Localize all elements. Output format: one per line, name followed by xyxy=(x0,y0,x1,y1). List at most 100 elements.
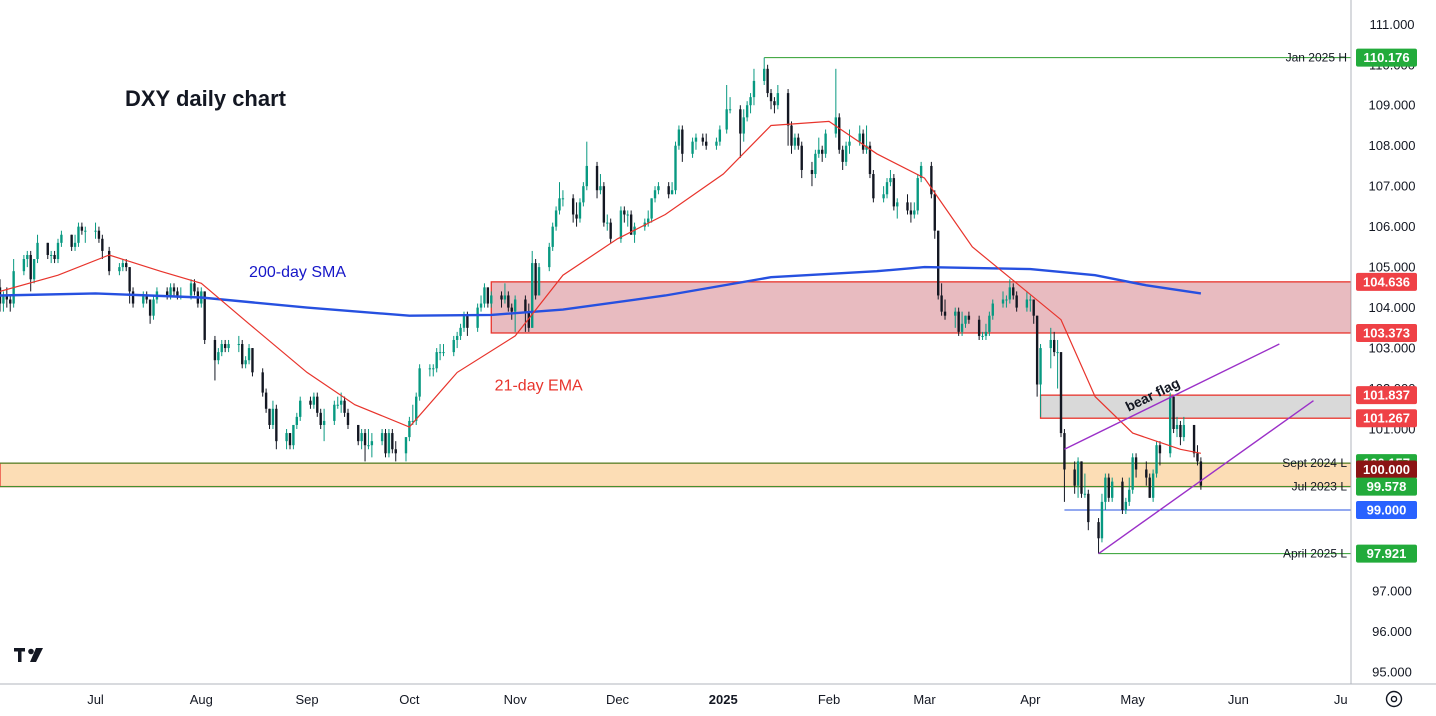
candle-19 xyxy=(84,226,87,243)
candle-body xyxy=(1107,477,1110,498)
candle-135 xyxy=(647,210,650,227)
candle-53 xyxy=(251,348,254,377)
candle-211 xyxy=(1015,291,1018,312)
candle-69 xyxy=(333,400,336,425)
candle-190 xyxy=(916,174,919,215)
candle-34 xyxy=(165,287,169,300)
candle-65 xyxy=(312,392,316,409)
candle-body xyxy=(1155,445,1158,474)
candle-139 xyxy=(667,182,670,199)
settings-icon[interactable] xyxy=(1385,690,1403,708)
candle-body xyxy=(1182,424,1186,438)
candle-59 xyxy=(285,429,288,450)
candle-192 xyxy=(930,161,933,199)
candle-body xyxy=(797,137,800,146)
candle-body xyxy=(217,352,220,361)
candle-198 xyxy=(957,307,960,336)
candle-body xyxy=(97,230,101,239)
candle-106 xyxy=(507,291,510,312)
candle-body xyxy=(629,214,633,235)
candle-body xyxy=(56,242,60,260)
candle-body xyxy=(336,404,339,406)
candle-32 xyxy=(152,295,155,320)
candle-44 xyxy=(213,335,217,381)
candle-24 xyxy=(118,263,121,276)
candle-10 xyxy=(46,242,49,260)
price-axis[interactable] xyxy=(1351,0,1436,684)
candle-77 xyxy=(367,429,370,450)
candle-82 xyxy=(391,429,394,454)
candle-13 xyxy=(56,238,60,264)
candle-31 xyxy=(148,299,152,324)
candle-68 xyxy=(322,408,326,442)
candle-208 xyxy=(1005,295,1008,308)
candle-body xyxy=(1199,461,1203,486)
candle-body xyxy=(339,400,343,405)
candle-246 xyxy=(1182,416,1186,442)
candle-214 xyxy=(1032,299,1035,324)
y-tick-label: 111.000 xyxy=(1369,17,1414,32)
candle-220 xyxy=(1059,352,1063,438)
candle-94 xyxy=(452,335,455,357)
candle-body xyxy=(554,210,558,227)
candle-body xyxy=(203,291,206,340)
candle-body xyxy=(1124,501,1128,510)
candle-body xyxy=(152,299,155,316)
candle-236 xyxy=(1134,453,1138,478)
candle-body xyxy=(333,404,336,421)
candle-47 xyxy=(223,339,227,353)
candle-156 xyxy=(752,68,756,106)
candle-body xyxy=(459,327,462,336)
candle-body xyxy=(800,145,803,170)
y-tick-label: 103.000 xyxy=(1369,341,1416,356)
y-tick-label: 104.000 xyxy=(1369,300,1416,315)
price-label-text: 101.267 xyxy=(1363,411,1410,426)
candle-240 xyxy=(1155,441,1158,478)
candle-body xyxy=(1056,352,1059,354)
candle-body xyxy=(892,178,896,207)
candle-body xyxy=(466,315,469,328)
candle-body xyxy=(367,445,370,447)
candle-227 xyxy=(1097,518,1100,554)
candle-body xyxy=(490,295,493,304)
x-tick-label: Jun xyxy=(1228,692,1249,707)
candle-body xyxy=(943,311,947,316)
candle-225 xyxy=(1083,473,1087,498)
candle-132 xyxy=(629,210,633,235)
time-axis[interactable] xyxy=(0,684,1436,716)
candle-body xyxy=(268,408,271,425)
candle-96 xyxy=(459,323,462,340)
candle-body xyxy=(1029,299,1032,301)
candle-163 xyxy=(790,121,793,154)
candle-249 xyxy=(1199,457,1203,490)
candle-191 xyxy=(919,161,923,183)
series-line-1 xyxy=(0,120,1202,454)
candle-body xyxy=(404,437,408,454)
candle-body xyxy=(227,344,230,349)
price-label-box xyxy=(1356,460,1417,479)
candle-145 xyxy=(694,133,698,150)
candle-56 xyxy=(268,408,271,430)
level-label-4: April 2025 L xyxy=(1283,547,1347,561)
candle-115 xyxy=(551,222,554,251)
candle-body xyxy=(933,194,936,231)
candle-body xyxy=(585,165,588,187)
candle-6 xyxy=(26,250,29,268)
candle-body xyxy=(817,149,820,154)
candle-body xyxy=(1110,481,1114,498)
candle-body xyxy=(101,238,104,251)
candle-body xyxy=(189,283,193,296)
candle-body xyxy=(316,396,319,413)
candle-57 xyxy=(271,400,275,430)
candle-228 xyxy=(1100,493,1104,543)
candle-164 xyxy=(793,133,797,150)
candle-body xyxy=(121,263,125,268)
candle-body xyxy=(264,392,268,409)
y-tick-label: 95.000 xyxy=(1372,664,1412,679)
candle-body xyxy=(1145,469,1148,478)
candle-194 xyxy=(937,230,940,300)
candle-body xyxy=(380,433,384,442)
candle-body xyxy=(1134,457,1138,470)
candle-body xyxy=(1121,481,1124,510)
